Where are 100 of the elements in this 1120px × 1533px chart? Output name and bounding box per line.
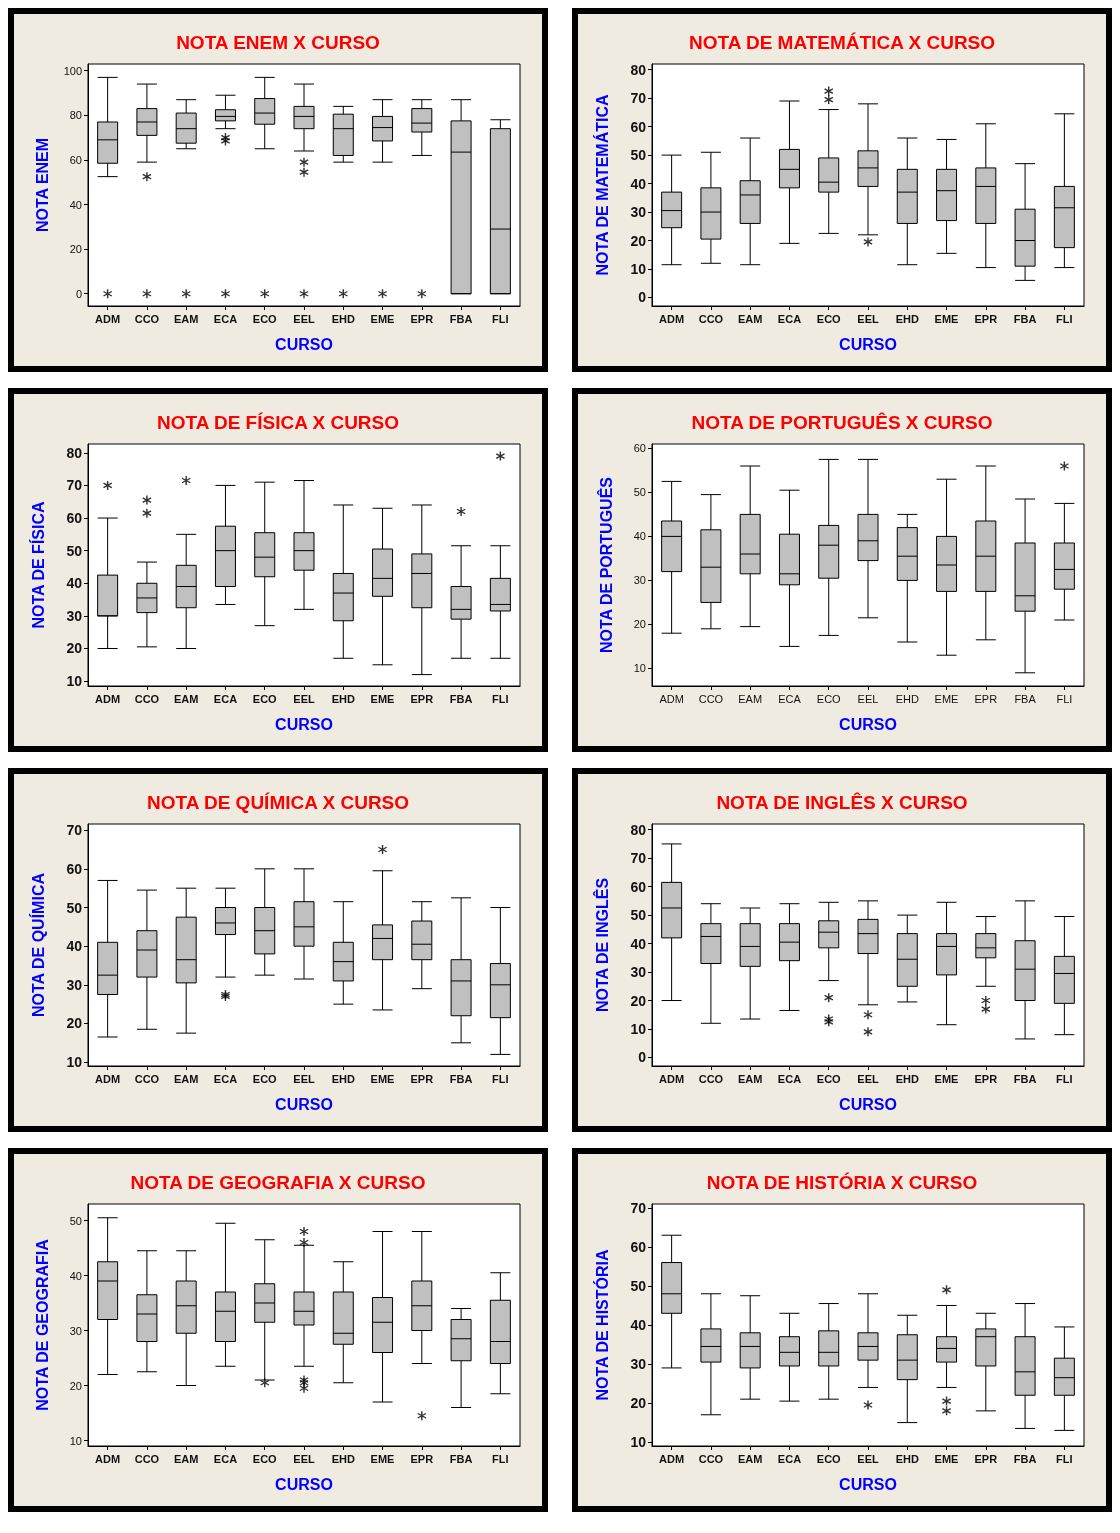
y-tick-label: 60	[66, 860, 83, 877]
chart-title: NOTA DE INGLÊS X CURSO	[716, 792, 968, 813]
y-tick-label: 10	[630, 260, 647, 277]
y-axis-title: NOTA ENEM	[33, 137, 51, 233]
y-tick-label: 50	[630, 147, 647, 164]
y-tick-label: 10	[66, 1054, 83, 1071]
x-tick-label: ADM	[659, 692, 684, 705]
x-tick-label: FBA	[1013, 1072, 1037, 1085]
x-tick-label: EPR	[974, 1072, 998, 1085]
x-tick-label: FLI	[1056, 312, 1073, 325]
y-tick-label: 20	[69, 243, 82, 256]
x-tick-label: EAM	[173, 1452, 199, 1465]
x-tick-label: ECA	[213, 312, 238, 325]
y-axis-title: NOTA DE QUÍMICA	[28, 872, 47, 1017]
x-tick-label: EAM	[738, 692, 763, 705]
y-tick-label: 10	[630, 1020, 647, 1037]
x-tick-label: EPR	[410, 312, 434, 325]
x-tick-label: FLI	[1056, 692, 1073, 705]
y-tick-label: 0	[638, 289, 647, 306]
x-tick-label: EME	[370, 312, 395, 325]
y-tick-label: 50	[633, 486, 646, 499]
y-tick-label: 40	[69, 1269, 82, 1282]
y-tick-label: 70	[630, 850, 647, 867]
y-tick-label: 30	[633, 574, 646, 587]
y-tick-label: 20	[630, 992, 647, 1009]
x-tick-label: FLI	[492, 312, 509, 325]
y-tick-label: 70	[630, 90, 647, 107]
y-tick-label: 100	[63, 64, 82, 77]
x-tick-label: EAM	[737, 1072, 763, 1085]
x-tick-label: EEL	[293, 312, 315, 325]
y-tick-label: 30	[630, 204, 647, 221]
y-tick-label: 60	[69, 153, 82, 166]
y-tick-label: 50	[69, 1214, 82, 1227]
x-tick-label: ECO	[252, 692, 278, 705]
y-tick-label: 30	[66, 607, 83, 624]
y-tick-label: 40	[66, 575, 83, 592]
x-tick-label: ECO	[816, 1072, 842, 1085]
x-tick-label: EPR	[974, 1452, 998, 1465]
x-tick-label: EPR	[974, 692, 998, 705]
chart-title: NOTA ENEM X CURSO	[176, 32, 380, 53]
x-tick-label: FBA	[449, 1452, 473, 1465]
y-tick-label: 30	[66, 976, 83, 993]
y-tick-label: 80	[66, 444, 83, 461]
x-tick-label: EME	[370, 692, 395, 705]
chart-title: NOTA DE HISTÓRIA X CURSO	[706, 1172, 978, 1193]
y-tick-label: 70	[66, 822, 83, 839]
x-tick-label: ECA	[777, 1072, 802, 1085]
x-tick-label: CCO	[698, 312, 724, 325]
y-tick-label: 60	[630, 878, 647, 895]
y-tick-label: 30	[69, 1324, 82, 1337]
chart-title: NOTA DE QUÍMICA X CURSO	[146, 792, 410, 813]
x-tick-label: CCO	[698, 1072, 724, 1085]
chart-title: NOTA DE PORTUGUÊS X CURSO	[691, 412, 993, 433]
x-tick-label: EEL	[293, 1452, 315, 1465]
x-tick-label: EHD	[895, 692, 919, 705]
x-tick-label: CCO	[698, 1452, 724, 1465]
x-axis-title: CURSO	[839, 335, 897, 353]
y-tick-label: 40	[69, 198, 82, 211]
y-tick-label: 70	[66, 477, 83, 494]
y-tick-label: 20	[69, 1379, 82, 1392]
y-tick-label: 60	[66, 510, 83, 527]
x-tick-label: ECA	[777, 1452, 802, 1465]
x-tick-label: CCO	[134, 1452, 160, 1465]
x-tick-label: ECO	[816, 692, 842, 705]
x-tick-label: EPR	[974, 312, 998, 325]
y-tick-label: 40	[630, 175, 647, 192]
chart-title: NOTA DE FÍSICA X CURSO	[156, 412, 400, 433]
y-tick-label: 20	[66, 640, 83, 657]
y-tick-label: 10	[66, 673, 83, 690]
x-tick-label: FBA	[449, 312, 473, 325]
y-tick-label: 40	[630, 1317, 647, 1333]
x-tick-label: EEL	[857, 1452, 879, 1465]
y-tick-label: 0	[638, 1049, 647, 1066]
x-tick-label: EHD	[331, 312, 355, 325]
y-tick-label: 30	[630, 964, 647, 981]
x-axis-title: CURSO	[839, 1475, 897, 1493]
x-tick-label: EPR	[410, 1072, 434, 1085]
y-tick-label: 80	[630, 61, 647, 78]
x-axis-title: CURSO	[275, 715, 333, 733]
x-tick-label: EEL	[857, 312, 879, 325]
y-axis-title: NOTA DE HISTÓRIA	[592, 1249, 611, 1401]
y-axis-title: NOTA DE INGLÊS	[592, 877, 611, 1013]
x-tick-label: EME	[370, 1452, 395, 1465]
x-tick-label: ECA	[213, 1072, 238, 1085]
x-tick-label: FLI	[1056, 1452, 1073, 1465]
y-tick-label: 20	[630, 1395, 647, 1412]
x-tick-label: FLI	[492, 1072, 509, 1085]
x-tick-label: ADM	[95, 312, 121, 325]
y-tick-label: 20	[633, 618, 646, 631]
x-tick-label: ECA	[777, 312, 802, 325]
y-tick-label: 40	[66, 938, 83, 955]
y-tick-label: 70	[630, 1199, 647, 1216]
y-tick-label: 40	[630, 935, 647, 952]
x-tick-label: EHD	[331, 692, 355, 705]
y-tick-label: 50	[66, 542, 83, 559]
y-axis-title: NOTA DE GEOGRAFIA	[33, 1238, 51, 1411]
x-tick-label: EAM	[173, 312, 199, 325]
x-tick-label: EHD	[895, 1072, 919, 1085]
x-tick-label: FLI	[492, 692, 509, 705]
x-tick-label: EME	[934, 1452, 959, 1465]
